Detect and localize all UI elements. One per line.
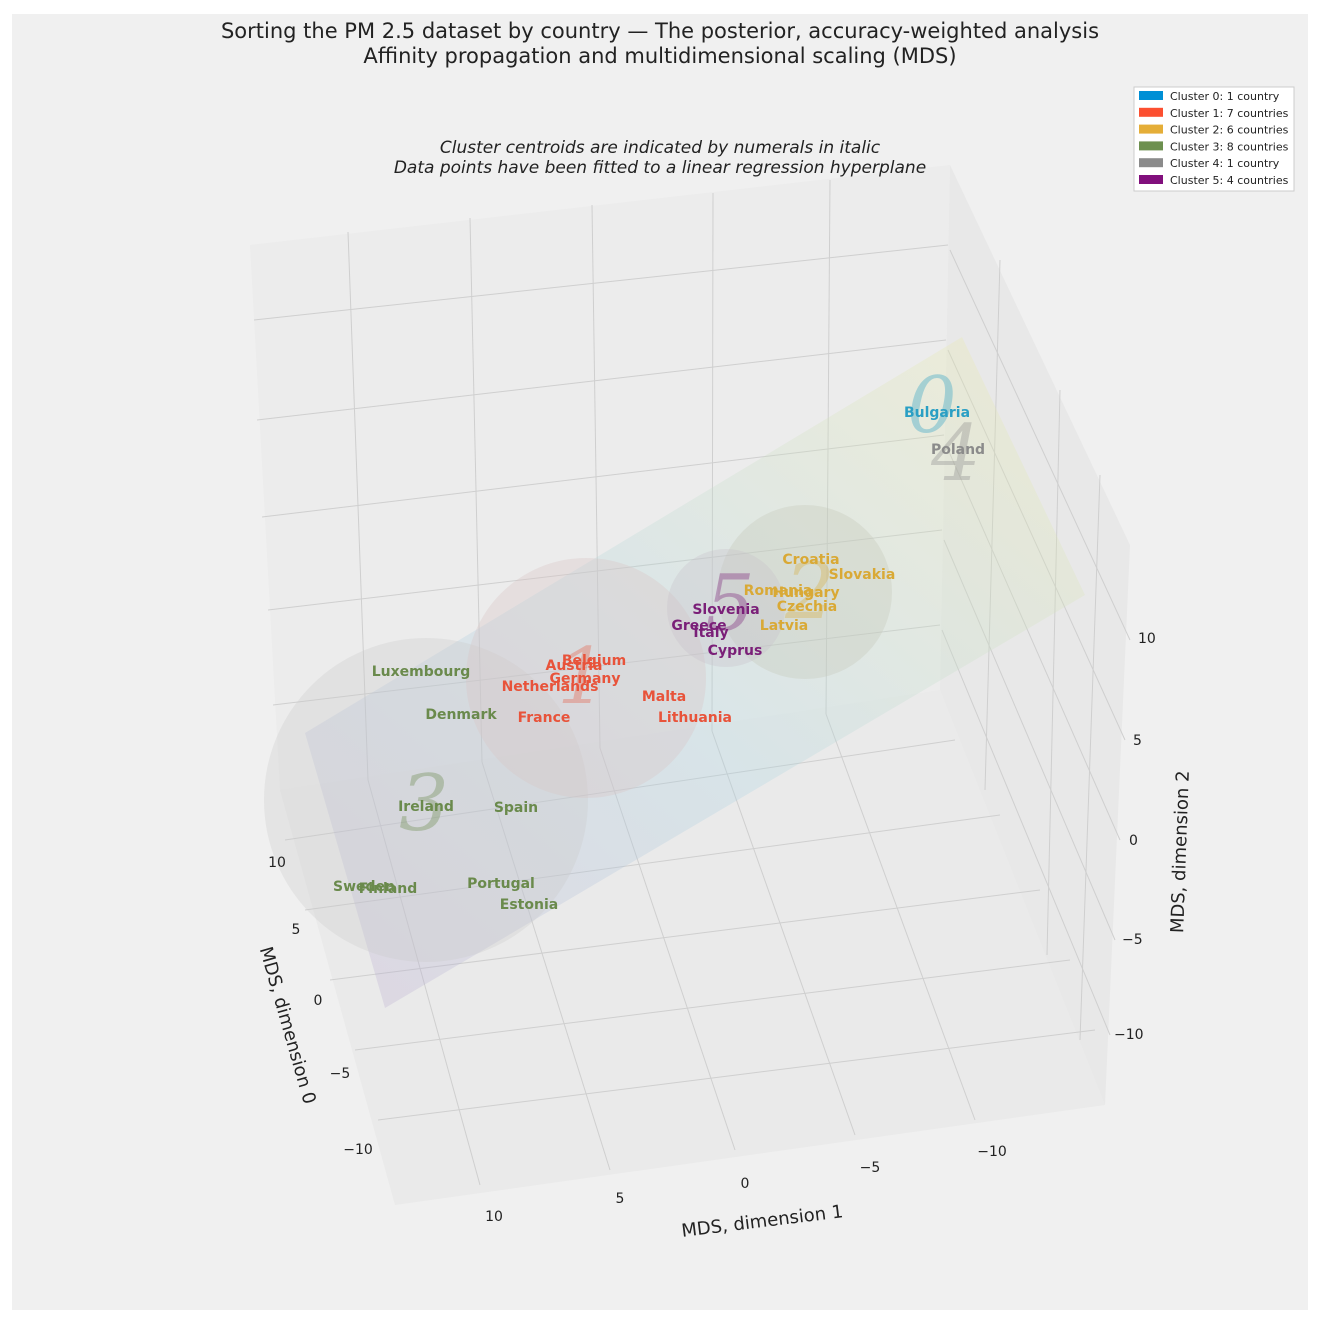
- country-label-hungary: Hungary: [772, 585, 839, 601]
- dim1-tick: 10: [485, 1209, 503, 1225]
- dim0-tick: −5: [330, 1066, 351, 1082]
- country-label-malta: Malta: [642, 689, 686, 705]
- chart-subtitle: Cluster centroids are indicated by numer…: [440, 138, 881, 158]
- country-label-cyprus: Cyprus: [708, 643, 763, 659]
- dim2-tick: 0: [1129, 833, 1138, 849]
- centroid-3: 3: [399, 759, 449, 849]
- legend-swatch-1: [1139, 107, 1163, 117]
- country-label-greece: Greece: [671, 618, 726, 634]
- dim2-tick: −10: [1114, 1027, 1144, 1043]
- legend-swatch-2: [1139, 124, 1163, 134]
- country-label-poland: Poland: [931, 442, 985, 458]
- dim2-tick: 5: [1133, 733, 1142, 749]
- country-label-spain: Spain: [494, 800, 538, 816]
- country-label-netherlands: Netherlands: [502, 679, 599, 695]
- cluster-sphere-2: [718, 505, 892, 679]
- legend-box: [1133, 86, 1295, 192]
- centroid-4: 4: [930, 409, 981, 499]
- centroid-1: 1: [557, 632, 607, 722]
- chart-subtitle-line2: Data points have been fitted to a linear…: [394, 158, 926, 178]
- legend-label-2: Cluster 2: 6 countries: [1170, 124, 1289, 137]
- legend-label-4: Cluster 4: 1 country: [1170, 157, 1280, 170]
- country-label-bulgaria: Bulgaria: [904, 405, 970, 421]
- country-label-france: France: [518, 710, 571, 726]
- dim0-ticks: 10 5 0 −5 −10: [268, 855, 373, 1158]
- country-label-finland: Finland: [359, 881, 418, 897]
- dim0-tick: −10: [343, 1142, 373, 1158]
- dim1-tick: 5: [616, 1191, 625, 1207]
- country-label-latvia: Latvia: [760, 618, 808, 634]
- country-label-romania: Romania: [744, 583, 813, 599]
- cluster-sphere-1: [466, 558, 706, 798]
- dim0-tick: 0: [314, 993, 323, 1009]
- country-label-portugal: Portugal: [467, 876, 535, 892]
- chart-title: Sorting the PM 2.5 dataset by country — …: [221, 19, 1099, 43]
- centroid-5: 5: [705, 559, 755, 649]
- country-label-germany: Germany: [549, 671, 620, 687]
- country-label-ireland: Ireland: [398, 799, 454, 815]
- dim1-tick: −10: [977, 1144, 1007, 1160]
- country-label-belgium: Belgium: [562, 653, 626, 669]
- cluster-sphere-3: [264, 638, 588, 962]
- dim2-tick: 10: [1138, 631, 1156, 647]
- country-label-austria: Austria: [546, 658, 603, 674]
- dim1-tick: −5: [860, 1160, 881, 1176]
- dim0-tick: 5: [292, 922, 301, 938]
- country-labels: Bulgaria BelgiumAustriaGermanyNetherlands…: [333, 405, 985, 913]
- country-label-denmark: Denmark: [425, 707, 497, 723]
- legend: Cluster 0: 1 country Cluster 1: 7 countri…: [1133, 86, 1295, 192]
- country-label-lithuania: Lithuania: [658, 710, 732, 726]
- regression-hyperplane: [305, 337, 1085, 1008]
- legend-swatch-4: [1139, 158, 1163, 168]
- legend-label-5: Cluster 5: 4 countries: [1170, 174, 1289, 187]
- legend-swatch-0: [1139, 91, 1163, 100]
- y-axis-label: MDS, dimension 1: [680, 1201, 844, 1242]
- centroid-2: 2: [784, 547, 835, 637]
- country-label-italy: Italy: [693, 625, 728, 641]
- z-axis-label: MDS, dimension 2: [1167, 770, 1194, 933]
- dim0-tick: 10: [268, 855, 286, 871]
- country-label-croatia: Croatia: [782, 552, 839, 568]
- legend-label-0: Cluster 0: 1 country: [1170, 90, 1280, 103]
- legend-swatch-3: [1139, 141, 1163, 151]
- country-label-slovakia: Slovakia: [829, 567, 896, 583]
- dim1-ticks: 10 5 0 −5 −10: [485, 1144, 1007, 1225]
- figure: 0 4 2 5 1 3 Bulgaria Belgium Austria German…: [12, 14, 1308, 1310]
- legend-label-3: Cluster 3: 8 countries: [1170, 140, 1289, 153]
- centroid-0: 0: [907, 361, 957, 451]
- centroid-numerals: 0 4 2 5 1 3: [399, 361, 981, 849]
- country-label-luxembourg: Luxembourg: [372, 664, 471, 680]
- dim1-tick: 0: [741, 1176, 750, 1192]
- dim2-ticks: 10 5 0 −5 −10: [1114, 631, 1156, 1043]
- legend-swatch-5: [1139, 175, 1163, 184]
- x-axis-label: MDS, dimension 0: [255, 944, 320, 1106]
- country-label-czechia: Czechia: [777, 599, 837, 615]
- dim2-tick: −5: [1122, 932, 1143, 948]
- legend-label-1: Cluster 1: 7 countries: [1170, 107, 1289, 120]
- chart-3d-scatter: 0 4 2 5 1 3 Bulgaria BelgiumAustriaGerman…: [221, 19, 1295, 1242]
- chart-title-line2: Affinity propagation and multidimensiona…: [363, 44, 956, 68]
- country-label-sweden: Sweden: [333, 879, 395, 895]
- country-label-slovenia: Slovenia: [692, 602, 759, 618]
- country-label-estonia: Estonia: [500, 897, 558, 913]
- cluster-sphere-5: [667, 549, 785, 667]
